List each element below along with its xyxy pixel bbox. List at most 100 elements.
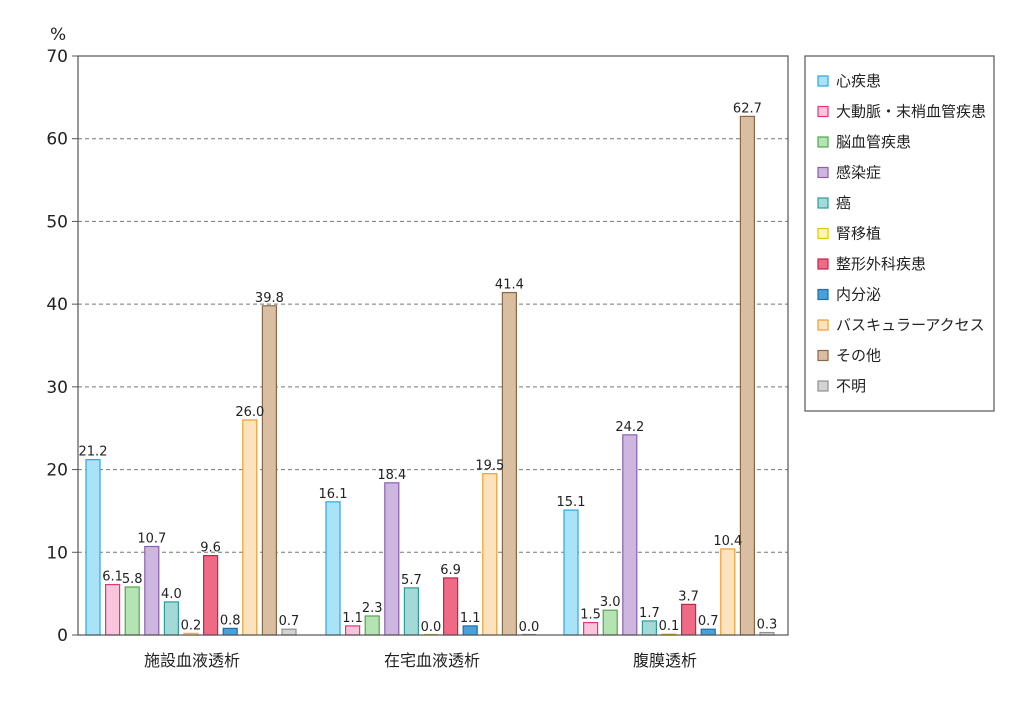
data-label: 21.2 (79, 445, 108, 460)
data-label: 19.5 (475, 459, 504, 474)
legend-swatch (817, 288, 829, 301)
data-label: 1.1 (342, 611, 363, 626)
bar (462, 625, 478, 636)
legend-label: 脳血管疾患 (836, 133, 911, 151)
data-labels: 21.2 6.15.8 10.7 4.0 0.2 9.6 0.8 26.0 39.8 0.7 16.… (79, 101, 778, 635)
y-axis-ticks: 0 10 20 30 40 50 60 70 (46, 47, 78, 646)
y-tick-label: 10 (46, 543, 68, 563)
legend-label: 腎移植 (836, 225, 881, 243)
data-label: 9.6 (200, 541, 221, 556)
data-label: 24.2 (615, 420, 644, 435)
bar (85, 459, 101, 636)
data-label: 4.0 (161, 587, 182, 602)
bar (203, 554, 219, 636)
data-label: 0.1 (659, 619, 680, 634)
data-label: 6.9 (440, 563, 461, 578)
bar (622, 434, 638, 636)
data-label: 0.3 (757, 618, 778, 633)
data-label: 39.8 (255, 291, 284, 306)
legend-swatch (817, 227, 829, 240)
legend-label: 癌 (836, 194, 851, 212)
legend-swatch (817, 105, 829, 118)
bar (144, 545, 160, 636)
bar (602, 609, 618, 636)
data-label: 0.8 (220, 613, 241, 628)
data-label: 0.0 (519, 620, 540, 635)
legend-swatch (817, 197, 829, 209)
legend-swatch (817, 75, 829, 87)
y-tick-label: 0 (57, 626, 68, 646)
legend: 心疾患大動脈・末梢血管疾患脳血管疾患感染症癌腎移植整形外科疾患内分泌バスキュラー… (804, 55, 995, 412)
legend-swatch (817, 166, 829, 179)
legend-swatch (817, 319, 829, 331)
data-label: 3.7 (678, 589, 699, 604)
data-label: 0.7 (698, 614, 719, 629)
bar (700, 628, 716, 636)
legend-label: 感染症 (836, 164, 881, 182)
bar (364, 615, 380, 636)
data-label: 41.4 (495, 278, 524, 293)
y-tick-label: 20 (46, 461, 68, 481)
bar (641, 620, 658, 636)
data-label: 16.1 (319, 487, 348, 502)
data-label: 62.7 (733, 101, 762, 116)
data-label: 0.2 (181, 618, 202, 633)
bar (222, 627, 238, 636)
category-labels: 施設血液透析 在宅血液透析 腹膜透析 (144, 651, 697, 670)
data-label: 15.1 (557, 495, 586, 510)
bar (325, 501, 341, 636)
legend-label: 整形外科疾患 (836, 255, 926, 273)
data-label: 26.0 (235, 405, 264, 420)
legend-label: 心疾患 (836, 72, 881, 90)
data-label: 0.7 (279, 614, 300, 629)
bar (720, 548, 736, 636)
legend-swatch (817, 258, 829, 270)
category-label: 在宅血液透析 (384, 651, 480, 670)
bar (281, 628, 297, 636)
bar (384, 482, 400, 636)
data-label: 5.8 (122, 572, 143, 587)
y-tick-label: 30 (46, 378, 68, 398)
legend-swatch (817, 380, 829, 392)
y-tick-label: 40 (46, 295, 68, 315)
category-label: 施設血液透析 (144, 651, 240, 670)
bar (482, 473, 498, 636)
data-label: 1.1 (460, 611, 481, 626)
data-label: 1.5 (580, 608, 601, 623)
bar (345, 625, 361, 636)
data-label: 2.3 (362, 601, 383, 616)
bar (124, 586, 140, 636)
data-label: 10.7 (137, 531, 166, 546)
legend-swatch (817, 136, 829, 148)
bar (403, 587, 419, 636)
bar (582, 621, 599, 636)
legend-swatch (817, 349, 829, 362)
data-label: 18.4 (377, 468, 406, 483)
bar (443, 577, 459, 636)
legend-box (804, 55, 995, 412)
data-label: 1.7 (639, 606, 660, 621)
category-label: 腹膜透析 (633, 651, 697, 670)
bar (739, 115, 756, 636)
legend-label: 内分泌 (836, 286, 881, 304)
y-tick-label: 60 (46, 130, 68, 150)
bar (163, 601, 179, 636)
legend-label: 大動脈・末梢血管疾患 (836, 103, 986, 121)
bar (563, 509, 579, 636)
data-label: 10.4 (713, 534, 742, 549)
data-label: 0.0 (421, 620, 442, 635)
legend-label: その他 (836, 347, 881, 365)
y-unit-label: % (50, 25, 66, 45)
y-tick-label: 70 (46, 47, 68, 67)
bar-marks (85, 115, 775, 636)
bar (242, 419, 258, 636)
legend-label: バスキュラーアクセス (836, 316, 985, 334)
legend-label: 不明 (836, 377, 866, 395)
data-label: 6.1 (102, 570, 123, 585)
data-label: 3.0 (600, 595, 621, 610)
grid-lines (78, 138, 788, 553)
bar (680, 603, 697, 636)
plot-frame (77, 55, 789, 636)
bar (501, 291, 517, 636)
